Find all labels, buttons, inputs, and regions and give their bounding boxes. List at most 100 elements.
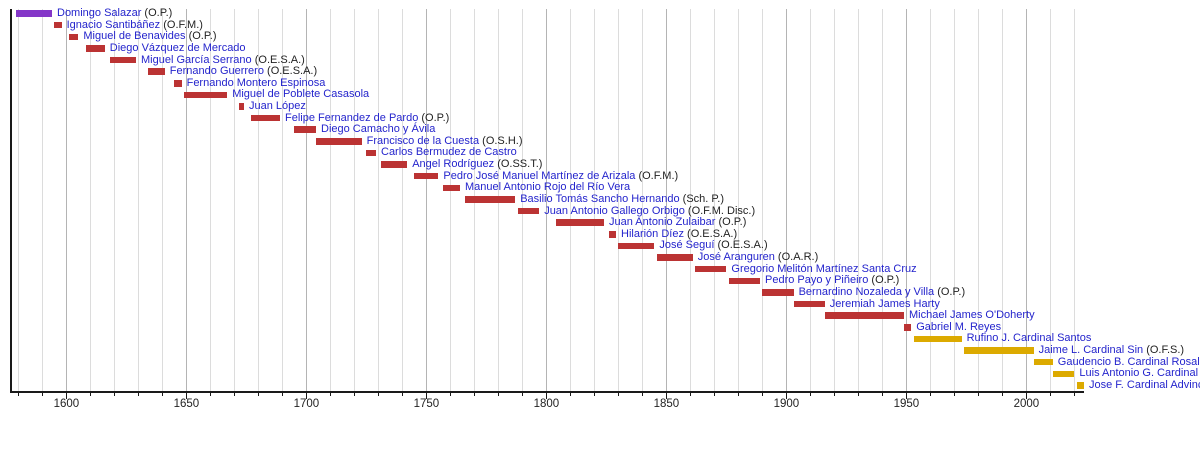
timeline-bar-label[interactable]: Gabriel M. Reyes <box>916 320 1002 334</box>
person-name[interactable]: Hilarión Díez <box>621 227 684 240</box>
person-name[interactable]: Miguel de Poblete Casasola <box>232 88 370 101</box>
timeline-bar-label[interactable]: Pedro Payo y Piñeiro (O.P.) <box>765 275 899 287</box>
person-name[interactable]: Gaudencio B. Cardinal Rosales <box>1057 355 1200 368</box>
timeline-bar-label[interactable]: Miguel García Serrano (O.E.S.A.) <box>141 53 305 67</box>
person-name[interactable]: Jose F. Cardinal Advincula <box>1089 378 1200 391</box>
person-name[interactable]: Ignacio Santibáñez <box>66 18 161 31</box>
gridline-1860 <box>690 9 692 391</box>
axis-tick-1580 <box>18 393 20 396</box>
axis-tick-1820 <box>594 393 596 396</box>
axis-tick-2000 <box>1026 393 1028 399</box>
timeline-bar-label[interactable]: Angel Rodríguez (O.SS.T.) <box>412 158 542 171</box>
timeline-bar <box>443 184 460 191</box>
timeline-bar-label[interactable]: Felipe Fernandez de Pardo (O.P.) <box>285 111 450 125</box>
person-name[interactable]: Gabriel M. Reyes <box>916 320 1002 333</box>
timeline-bar-label[interactable]: Luis Antonio G. Cardinal Tagle <box>1079 367 1200 380</box>
religious-order-suffix: (O.P.) <box>185 30 217 43</box>
gridline-2000 <box>1026 9 1028 391</box>
timeline-bar <box>184 91 228 99</box>
timeline-bar-label[interactable]: José Aranguren (O.A.R.) <box>697 251 818 264</box>
person-name[interactable]: Basilio Tomás Sancho Hernando <box>520 192 680 205</box>
timeline-bar-label[interactable]: Bernardino Nozaleda y Villa (O.P.) <box>798 285 966 299</box>
gridline-1830 <box>618 9 620 391</box>
person-name[interactable]: Pedro Payo y Piñeiro <box>765 274 869 287</box>
gridline-1810 <box>570 9 572 391</box>
gridline-2010 <box>1050 9 1052 391</box>
axis-tick-2020 <box>1074 393 1076 396</box>
person-name[interactable]: Felipe Fernandez de Pardo <box>285 111 419 124</box>
timeline-bar-label[interactable]: Carlos Bermudez de Castro <box>381 147 517 159</box>
person-name[interactable]: Juan Antonio Gallego Orbigo <box>544 204 685 217</box>
person-name[interactable]: Angel Rodríguez <box>412 158 495 171</box>
axis-tick-label-1750: 1750 <box>413 398 440 410</box>
timeline-bar-label[interactable]: Juan Antonio Gallego Orbigo (O.F.M. Disc… <box>544 204 755 218</box>
timeline-bar-label[interactable]: Ignacio Santibáñez (O.F.M.) <box>66 18 203 32</box>
axis-tick-1800 <box>546 393 548 399</box>
person-name[interactable]: Manuel Antonio Rojo del Río Vera <box>465 181 631 194</box>
axis-tick-1660 <box>210 393 212 396</box>
timeline-bar-label[interactable]: Michael James O'Doherty <box>909 309 1035 322</box>
timeline-bar <box>762 289 794 296</box>
timeline-bar-label[interactable]: Diego Vázquez de Mercado <box>109 41 246 55</box>
timeline-bar-label[interactable]: Basilio Tomás Sancho Hernando (Sch. P.) <box>520 192 724 206</box>
person-name[interactable]: Fernando Guerrero <box>169 65 264 78</box>
religious-order-suffix: (O.P.) <box>418 111 450 124</box>
person-name[interactable]: Miguel de Benavides <box>83 30 186 43</box>
person-name[interactable]: Juan López <box>249 100 306 112</box>
person-name[interactable]: Diego Camacho y Ávila <box>321 123 436 136</box>
person-name[interactable]: Diego Vázquez de Mercado <box>109 41 246 54</box>
axis-tick-1680 <box>258 393 260 396</box>
axis-tick-1950 <box>906 393 908 399</box>
person-name[interactable]: Michael James O'Doherty <box>909 309 1035 322</box>
person-name[interactable]: Carlos Bermudez de Castro <box>381 146 517 159</box>
timeline-bar-label[interactable]: Francisco de la Cuesta (O.S.H.) <box>366 134 523 148</box>
timeline-bar-label[interactable]: Rufino J. Cardinal Santos <box>967 333 1092 345</box>
axis-tick-1770 <box>474 393 476 396</box>
timeline-bar-label[interactable]: Fernando Guerrero (O.E.S.A.) <box>169 65 317 78</box>
timeline-bar-label[interactable]: Jeremiah James Harty <box>829 297 940 311</box>
person-name[interactable]: Miguel García Serrano <box>141 53 252 66</box>
person-name[interactable]: Pedro José Manuel Martínez de Arizala <box>443 169 636 182</box>
timeline-bar <box>85 45 105 52</box>
timeline-bar-label[interactable]: Juan Antonio Zulaibar (O.P.) <box>609 216 746 229</box>
person-name[interactable]: Juan Antonio Zulaibar <box>609 216 716 229</box>
gridline-1970 <box>954 9 956 391</box>
person-name[interactable]: Gregorio Melitón Martínez Santa Cruz <box>731 262 917 275</box>
gridline-1870 <box>714 9 716 391</box>
gridline-1610 <box>90 9 92 391</box>
gridline-1880 <box>738 9 740 391</box>
gridline-1620 <box>114 9 116 391</box>
timeline-bar-label[interactable]: Fernando Montero Espinosa <box>186 76 326 90</box>
person-name[interactable]: Domingo Salazar <box>57 7 142 19</box>
person-name[interactable]: Bernardino Nozaleda y Villa <box>798 285 935 298</box>
timeline-bar <box>174 80 182 87</box>
person-name[interactable]: Jeremiah James Harty <box>829 297 940 310</box>
person-name[interactable]: Luis Antonio G. Cardinal Tagle <box>1079 367 1200 380</box>
axis-tick-1860 <box>690 393 692 396</box>
person-name[interactable]: Fernando Montero Espinosa <box>186 76 326 89</box>
axis-tick-1650 <box>186 393 188 399</box>
timeline-bar-label[interactable]: Domingo Salazar (O.P.) <box>57 7 172 20</box>
timeline-bar-label[interactable]: Pedro José Manuel Martínez de Arizala (O… <box>443 169 678 183</box>
person-name[interactable]: José Seguí <box>659 239 715 252</box>
gridline-1840 <box>642 9 644 391</box>
timeline-bar-label[interactable]: Gregorio Melitón Martínez Santa Cruz <box>731 262 917 276</box>
axis-tick-1850 <box>666 393 668 399</box>
timeline-bar-label[interactable]: Miguel de Benavides (O.P.) <box>83 30 217 43</box>
timeline-bar <box>251 114 280 122</box>
person-name[interactable]: Francisco de la Cuesta <box>366 134 480 147</box>
timeline-bar-label[interactable]: Hilarión Díez (O.E.S.A.) <box>621 227 737 241</box>
timeline-bar-label[interactable]: Gaudencio B. Cardinal Rosales <box>1057 355 1200 369</box>
person-name[interactable]: Jaime L. Cardinal Sin <box>1038 344 1144 356</box>
timeline-bar <box>239 103 244 110</box>
timeline-bar-label[interactable]: Jaime L. Cardinal Sin (O.F.S.) <box>1038 344 1185 357</box>
person-name[interactable]: Rufino J. Cardinal Santos <box>966 332 1092 345</box>
person-name[interactable]: José Aranguren <box>697 251 775 263</box>
timeline-bar-label[interactable]: Juan López <box>249 100 306 113</box>
timeline-bar-label[interactable]: Miguel de Poblete Casasola <box>232 89 369 101</box>
timeline-bar-label[interactable]: Diego Camacho y Ávila <box>321 123 436 136</box>
timeline-bar-label[interactable]: José Seguí (O.E.S.A.) <box>659 240 767 252</box>
timeline-bar-label[interactable]: Manuel Antonio Rojo del Río Vera <box>465 182 630 194</box>
timeline-bar-label[interactable]: Jose F. Cardinal Advincula <box>1089 378 1200 392</box>
